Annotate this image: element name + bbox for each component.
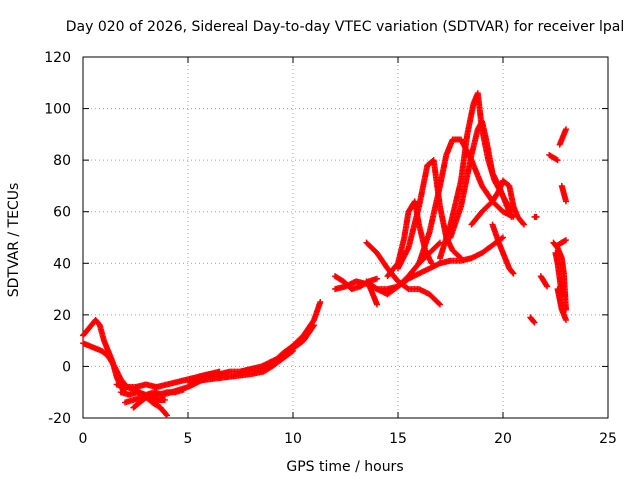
data-point <box>520 220 527 227</box>
data-point <box>435 300 442 307</box>
data-point <box>544 283 551 290</box>
x-tick-label: 0 <box>79 431 88 447</box>
data-point <box>553 156 560 163</box>
data-point <box>180 386 187 393</box>
data-point <box>563 126 569 133</box>
y-tick-label: 40 <box>53 256 71 272</box>
plot-frame <box>82 56 609 419</box>
y-tick-label: 0 <box>62 359 71 375</box>
data-point <box>508 213 515 220</box>
y-tick-label: -20 <box>48 411 71 427</box>
data-point <box>521 221 527 228</box>
data-point <box>310 323 317 330</box>
data-point <box>458 255 464 262</box>
series-peak-3 <box>416 136 516 267</box>
series-late-9 <box>554 286 569 322</box>
x-tick-label: 20 <box>494 431 512 447</box>
series-rise-3 <box>237 323 317 375</box>
y-tick-label: 20 <box>53 308 71 324</box>
chart-title: Day 020 of 2026, Sidereal Day-to-day VTE… <box>66 19 624 35</box>
series-late-8 <box>558 182 569 204</box>
series-late-drop <box>489 221 516 276</box>
series-peak-5 <box>447 118 514 241</box>
series-start-cluster-b <box>80 340 136 393</box>
y-tick-label: 60 <box>53 205 71 221</box>
series-mid-4 <box>363 239 442 307</box>
series-late-7 <box>556 127 569 148</box>
axis-ticks: 0 5 10 15 20 25 -20 0 20 40 60 80 100 120 <box>44 50 617 447</box>
series-late-10 <box>552 249 565 296</box>
data-point <box>563 317 569 324</box>
data-point <box>163 411 170 418</box>
x-tick-label: 10 <box>284 431 302 447</box>
data-point <box>563 237 569 244</box>
series-peak-6 <box>468 177 527 228</box>
y-tick-label: 100 <box>44 102 71 118</box>
data-point <box>164 412 170 419</box>
data-point <box>317 298 324 305</box>
x-axis-label: GPS time / hours <box>286 459 403 475</box>
data-point <box>510 270 517 277</box>
y-tick-label: 120 <box>44 50 71 66</box>
data-point <box>435 240 442 247</box>
data-point <box>428 260 435 267</box>
data-point <box>554 157 561 164</box>
data-points <box>80 90 569 419</box>
x-tick-label: 5 <box>184 431 193 447</box>
series-peak-2 <box>395 157 463 272</box>
data-point <box>531 319 538 326</box>
series-fall-2 <box>132 386 163 410</box>
data-point <box>374 275 380 282</box>
data-point <box>374 301 380 308</box>
data-point <box>156 403 163 410</box>
data-point <box>563 198 569 205</box>
data-point <box>157 404 164 411</box>
y-axis-label: SDTVAR / TECUs <box>6 183 22 298</box>
data-point <box>311 322 317 329</box>
data-point <box>437 301 443 308</box>
data-point <box>509 269 516 276</box>
data-point <box>161 396 168 403</box>
x-tick-label: 15 <box>389 431 407 447</box>
data-point <box>558 291 565 298</box>
data-point <box>500 234 506 241</box>
grid <box>83 57 608 418</box>
x-tick-label: 25 <box>599 431 617 447</box>
data-point <box>530 318 537 325</box>
y-tick-label: 80 <box>53 153 71 169</box>
data-point <box>533 213 540 220</box>
data-point <box>456 254 463 261</box>
